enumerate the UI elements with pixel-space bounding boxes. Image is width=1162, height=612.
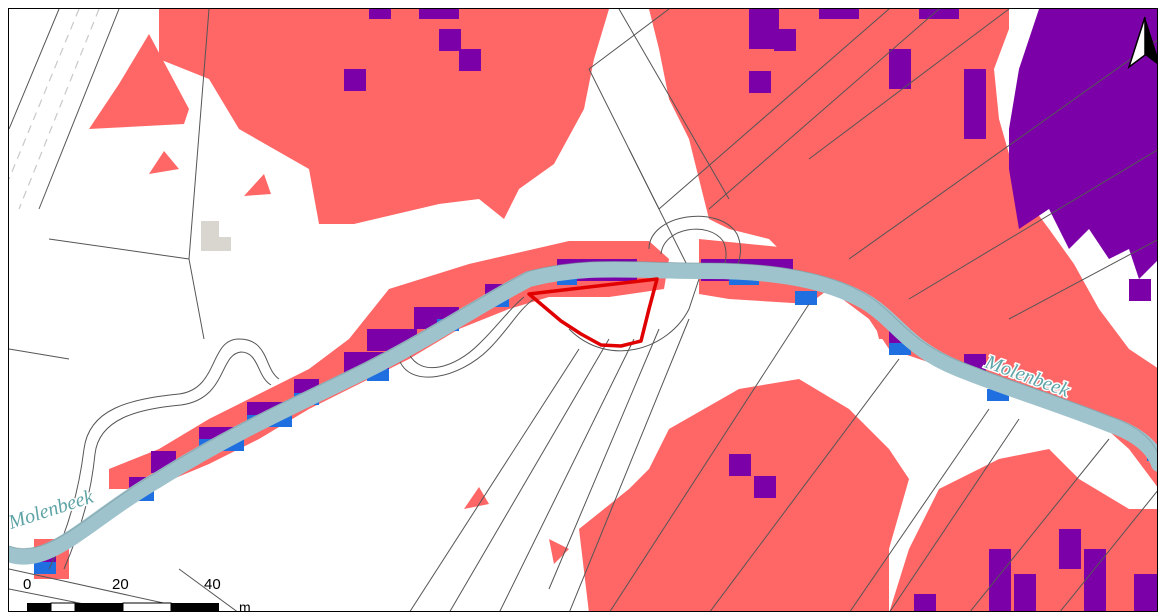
scale-unit: m	[239, 599, 251, 612]
zone-light-area	[244, 174, 271, 196]
zone-dark-cell	[344, 69, 366, 91]
building-footprint	[201, 221, 231, 251]
scale-bar: 0 20 40 m	[23, 576, 251, 612]
zone-dark-cell	[729, 454, 751, 476]
zone-dark-cell	[1129, 279, 1151, 301]
zone-dark-cell	[1059, 529, 1081, 569]
scale-tick-0: 0	[23, 576, 31, 593]
zone-dark-cell	[439, 29, 461, 51]
zone-dark-cell	[914, 594, 936, 611]
molenbeek-stream	[9, 261, 1157, 565]
zone-dark-cell	[1134, 574, 1157, 611]
zone-dark-cell	[989, 549, 1011, 611]
zone-light-area	[159, 9, 609, 224]
map-canvas[interactable]: Molenbeek Molenbeek 0 20 40 m	[9, 9, 1158, 612]
zone-light-area	[89, 34, 189, 129]
zone-light-area	[549, 539, 569, 564]
scale-bar-segment	[171, 603, 219, 611]
zone-light-area	[149, 151, 179, 174]
zone-dark-cell	[919, 9, 959, 19]
zone-dark-cell	[1084, 549, 1106, 611]
road-edges	[9, 9, 100, 210]
highlight-parcel[interactable]	[527, 277, 659, 348]
zone-light-area	[464, 487, 489, 509]
north-arrow-icon	[1127, 16, 1157, 70]
zone-dark-cell	[369, 9, 391, 19]
zone-light-layer	[34, 9, 1157, 611]
zone-blue-cell	[34, 562, 56, 574]
zone-dark-cell	[889, 49, 911, 89]
zone-blue-cell	[795, 291, 817, 305]
zone-dark-cell	[754, 476, 776, 498]
zone-dark-cell	[749, 71, 771, 93]
scale-bar-segment	[50, 602, 76, 611]
scale-tick-20: 20	[112, 576, 129, 593]
zone-dark-cell	[774, 29, 796, 51]
zone-dark-cell	[819, 9, 859, 19]
zone-dark-cell	[459, 49, 481, 71]
scale-tick-40: 40	[204, 576, 221, 593]
scale-bar-segment	[122, 602, 172, 611]
zone-dark-cell	[1014, 574, 1036, 611]
scale-bar-segment	[27, 603, 51, 611]
map-view[interactable]: Molenbeek Molenbeek 0 20 40 m	[8, 8, 1158, 612]
zone-light-area	[579, 379, 909, 611]
zone-dark-cell	[419, 9, 459, 19]
scale-bar-segment	[75, 603, 123, 611]
parcel-lines	[9, 9, 1157, 611]
zone-dark-layer	[34, 9, 1157, 611]
zone-dark-cell	[964, 69, 986, 139]
zone-dark-area	[1009, 9, 1157, 279]
ditch-lines	[48, 215, 741, 570]
